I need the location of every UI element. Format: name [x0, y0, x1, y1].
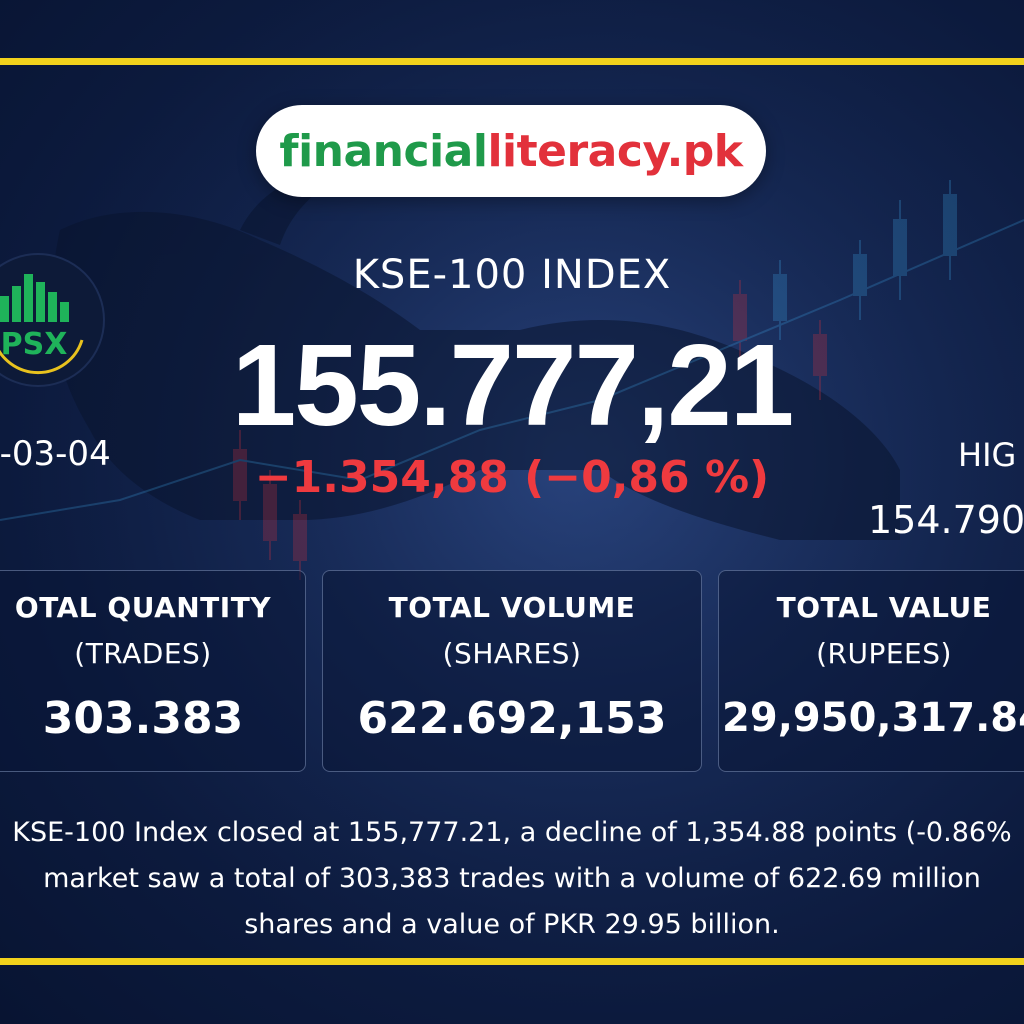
- psx-bar-chart-icon: [0, 274, 69, 322]
- top-accent-rule: [0, 58, 1024, 65]
- bottom-accent-rule: [0, 958, 1024, 965]
- psx-logo: PSX: [0, 253, 105, 387]
- index-title: KSE-100 INDEX: [352, 252, 672, 298]
- stat-card-value: TOTAL VALUE (RUPEES) 29,950,317.84: [718, 570, 1024, 772]
- stat-card-volume: TOTAL VOLUME (SHARES) 622.692,153: [322, 570, 702, 772]
- high-label: HIG: [958, 436, 1017, 474]
- stat-label: TOTAL VALUE: [776, 591, 992, 624]
- psx-logo-text: PSX: [1, 327, 68, 362]
- summary-line: market saw a total of 303,383 trades wit…: [43, 863, 981, 894]
- stat-value: 622.692,153: [357, 693, 667, 744]
- candlestick-chart: [0, 180, 1024, 580]
- index-change: −1.354,88 (−0,86 %): [254, 452, 770, 503]
- stat-label: OTAL QUANTITY: [14, 591, 272, 624]
- market-summary: KSE-100 Index closed at 155,777.21, a de…: [0, 810, 1024, 948]
- summary-line: shares and a value of PKR 29.95 billion.: [244, 909, 780, 940]
- brand-text-financial: financial: [279, 125, 488, 177]
- stat-value: 29,950,317.84: [722, 695, 1024, 741]
- stat-value: 303.383: [42, 693, 244, 744]
- stat-label: TOTAL VOLUME: [388, 591, 636, 624]
- summary-line: KSE-100 Index closed at 155,777.21, a de…: [12, 817, 1012, 848]
- stat-sublabel: (RUPEES): [816, 637, 952, 670]
- brand-text-literacy: literacy.pk: [487, 125, 743, 177]
- index-value: 155.777,21: [231, 320, 795, 450]
- stat-card-quantity: OTAL QUANTITY (TRADES) 303.383: [0, 570, 306, 772]
- stat-sublabel: (SHARES): [442, 637, 582, 670]
- brand-banner[interactable]: financial literacy.pk: [256, 105, 766, 197]
- high-value: 154.790,: [868, 498, 1024, 542]
- stat-sublabel: (TRADES): [74, 637, 212, 670]
- date-label: 6-03-04: [0, 434, 111, 474]
